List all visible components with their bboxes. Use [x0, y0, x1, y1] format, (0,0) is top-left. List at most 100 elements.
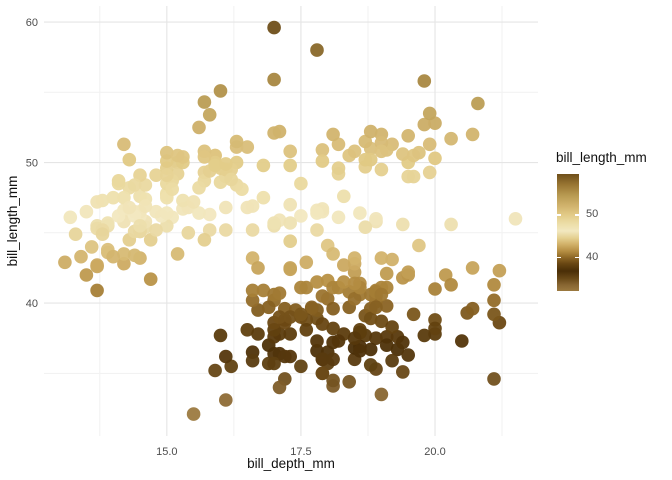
data-point	[267, 216, 281, 230]
data-point	[117, 137, 131, 152]
data-point	[213, 84, 228, 98]
data-point	[267, 356, 281, 371]
data-point	[181, 226, 196, 240]
data-point	[197, 233, 212, 247]
data-point	[160, 206, 174, 220]
data-point	[202, 207, 217, 222]
data-point	[90, 195, 104, 209]
data-point	[396, 217, 410, 232]
data-point	[256, 158, 271, 173]
data-point	[315, 352, 330, 367]
data-point	[444, 131, 458, 146]
data-point	[331, 137, 346, 152]
data-point	[111, 209, 126, 223]
data-point	[385, 320, 399, 334]
data-point	[374, 162, 389, 177]
data-point	[294, 280, 308, 295]
data-point	[272, 380, 287, 395]
data-point	[213, 175, 228, 189]
data-point	[347, 292, 362, 306]
data-point	[106, 249, 120, 264]
data-point	[487, 278, 501, 292]
data-point	[310, 334, 324, 348]
data-point	[315, 154, 330, 168]
data-point	[79, 204, 94, 219]
data-point	[294, 307, 308, 322]
data-point	[374, 251, 389, 265]
data-point	[417, 117, 432, 132]
data-point	[267, 72, 281, 87]
data-point	[396, 335, 410, 350]
data-point	[422, 137, 437, 152]
data-point	[68, 227, 83, 241]
data-point	[369, 331, 383, 346]
data-point	[213, 328, 228, 343]
data-point	[331, 210, 346, 225]
data-point	[240, 140, 255, 154]
data-point	[245, 283, 260, 298]
data-point	[272, 286, 287, 301]
data-point	[492, 263, 507, 278]
data-point	[315, 289, 330, 303]
data-point	[111, 176, 126, 191]
data-point	[310, 223, 324, 237]
data-point	[369, 212, 383, 226]
data-point	[471, 96, 485, 111]
data-point	[283, 234, 298, 248]
data-point	[186, 195, 201, 209]
data-point	[487, 372, 501, 386]
data-point	[106, 190, 120, 205]
data-point	[294, 359, 308, 374]
data-point	[122, 200, 137, 215]
data-point	[186, 407, 201, 421]
data-point	[347, 251, 362, 265]
data-point	[122, 152, 137, 167]
data-point	[283, 144, 298, 159]
data-point	[385, 252, 399, 267]
data-point	[428, 321, 442, 336]
data-point	[294, 209, 308, 223]
data-point	[256, 190, 271, 205]
data-point	[353, 344, 367, 358]
data-point	[315, 317, 330, 331]
data-point	[283, 216, 298, 230]
data-point	[487, 307, 501, 322]
data-point	[143, 272, 158, 287]
y-tick-label: 50	[26, 158, 38, 170]
data-point	[374, 314, 389, 329]
data-point	[347, 144, 362, 159]
x-axis-title: bill_depth_mm	[247, 456, 335, 471]
data-point	[401, 129, 416, 143]
data-point	[326, 280, 340, 295]
data-point	[465, 127, 480, 142]
data-point	[283, 310, 298, 324]
data-point	[374, 144, 389, 159]
data-point	[465, 301, 480, 316]
data-point	[363, 342, 378, 357]
data-point	[197, 150, 212, 164]
data-point	[176, 193, 190, 208]
data-point	[267, 20, 281, 35]
data-point	[224, 172, 238, 187]
data-point	[63, 210, 78, 225]
data-point	[272, 310, 287, 324]
data-point	[127, 178, 142, 192]
data-point	[428, 151, 442, 166]
data-point	[133, 219, 147, 233]
data-point	[84, 240, 99, 254]
data-point	[90, 258, 104, 272]
data-point	[310, 275, 324, 289]
data-point	[245, 223, 260, 237]
data-point	[422, 106, 437, 121]
data-point	[299, 255, 314, 270]
data-point	[219, 393, 233, 407]
data-point	[192, 181, 206, 195]
data-point	[337, 275, 351, 289]
data-point	[374, 387, 389, 402]
data-point	[331, 334, 346, 348]
data-point	[304, 300, 319, 315]
data-point	[347, 331, 362, 346]
y-tick-label: 40	[26, 298, 38, 310]
data-point	[283, 197, 298, 212]
